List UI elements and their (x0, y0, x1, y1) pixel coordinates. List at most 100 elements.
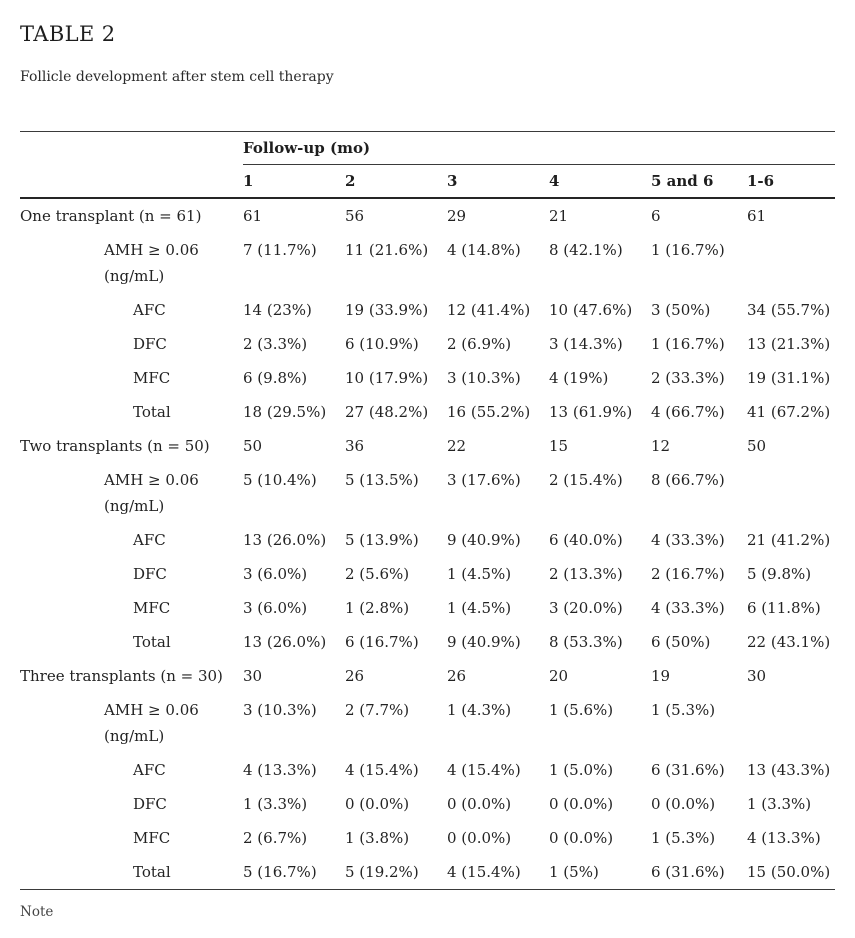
cell: 13 (43.3%) (747, 761, 831, 779)
cell: 4 (66.7%) (651, 403, 725, 421)
column-header-row: 1 2 3 4 5 and 6 1-6 (20, 164, 836, 199)
cell: 3 (10.3%) (447, 369, 521, 387)
cell: 4 (13.3%) (747, 829, 821, 847)
cell: 34 (55.7%) (747, 301, 831, 319)
cell: 8 (66.7%) (651, 471, 725, 489)
table-title: TABLE 2 (20, 22, 116, 46)
table-row: AFC 13 (26.0%) 5 (13.9%) 9 (40.9%) 6 (40… (20, 523, 835, 557)
cell: 20 (549, 667, 569, 685)
group-header-row: Follow-up (mo) (20, 131, 836, 165)
cell: 6 (40.0%) (549, 531, 623, 549)
cell: 13 (61.9%) (549, 403, 633, 421)
section-three-transplants: Three transplants (n = 30) 30 26 26 20 1… (20, 659, 836, 890)
table-row: MFC 2 (6.7%) 1 (3.8%) 0 (0.0%) 0 (0.0%) … (20, 821, 835, 855)
row-label: AMH ≥ 0.06 (ng/mL) (104, 701, 199, 745)
cell: 36 (345, 437, 365, 455)
table-row: Three transplants (n = 30) 30 26 26 20 1… (20, 659, 835, 693)
cell: 3 (14.3%) (549, 335, 623, 353)
row-label: AFC (133, 301, 166, 319)
cell: 1 (3.3%) (747, 795, 812, 813)
cell: 50 (747, 437, 767, 455)
table-header: Follow-up (mo) 1 2 3 4 5 and 6 1-6 (20, 131, 836, 199)
table-row: DFC 3 (6.0%) 2 (5.6%) 1 (4.5%) 2 (13.3%)… (20, 557, 835, 591)
cell: 2 (13.3%) (549, 565, 623, 583)
cell: 8 (53.3%) (549, 633, 623, 651)
cell: 0 (0.0%) (651, 795, 716, 813)
cell: 16 (55.2%) (447, 403, 531, 421)
cell: 1 (3.8%) (345, 829, 410, 847)
cell: 6 (50%) (651, 633, 711, 651)
cell: 0 (0.0%) (549, 829, 614, 847)
table-note: Note (20, 904, 54, 920)
cell: 1 (4.3%) (447, 701, 512, 719)
cell: 1 (5.3%) (651, 829, 716, 847)
cell: 1 (3.3%) (243, 795, 308, 813)
cell: 13 (26.0%) (243, 633, 327, 651)
cell: 7 (11.7%) (243, 241, 317, 259)
cell: 3 (17.6%) (447, 471, 521, 489)
cell: 10 (47.6%) (549, 301, 633, 319)
row-label: DFC (133, 795, 167, 813)
cell: 0 (0.0%) (345, 795, 410, 813)
cell: 3 (6.0%) (243, 565, 308, 583)
cell: 1 (5.3%) (651, 701, 716, 719)
cell: 5 (13.9%) (345, 531, 419, 549)
cell: 0 (0.0%) (447, 795, 512, 813)
cell (747, 463, 835, 523)
cell: 6 (31.6%) (651, 855, 747, 890)
row-label: Total (133, 403, 171, 421)
stub-cell (20, 131, 243, 165)
cell: 11 (21.6%) (345, 241, 429, 259)
cell: 3 (20.0%) (549, 599, 623, 617)
row-label: DFC (133, 565, 167, 583)
table-row: AFC 14 (23%) 19 (33.9%) 12 (41.4%) 10 (4… (20, 293, 835, 327)
cell: 56 (345, 207, 365, 225)
cell: 2 (16.7%) (651, 565, 725, 583)
cell: 5 (19.2%) (345, 855, 447, 890)
row-label: Total (133, 633, 171, 651)
row-label: MFC (133, 369, 171, 387)
cell: 2 (3.3%) (243, 335, 308, 353)
cell: 0 (0.0%) (447, 829, 512, 847)
cell: 2 (6.9%) (447, 335, 512, 353)
cell: 22 (447, 437, 467, 455)
row-label: Three transplants (n = 30) (20, 667, 223, 685)
cell: 6 (9.8%) (243, 369, 308, 387)
cell: 15 (549, 437, 569, 455)
cell: 4 (33.3%) (651, 531, 725, 549)
cell: 6 (651, 207, 661, 225)
cell: 10 (17.9%) (345, 369, 429, 387)
row-label: AFC (133, 761, 166, 779)
column-header-3: 3 (447, 164, 549, 199)
section-two-transplants: Two transplants (n = 50) 50 36 22 15 12 … (20, 429, 835, 659)
cell: 1 (5.0%) (549, 761, 614, 779)
cell: 12 (41.4%) (447, 301, 531, 319)
row-label: AMH ≥ 0.06 (ng/mL) (104, 241, 199, 285)
table-row: AFC 4 (13.3%) 4 (15.4%) 4 (15.4%) 1 (5.0… (20, 753, 835, 787)
cell: 2 (6.7%) (243, 829, 308, 847)
table-row: AMH ≥ 0.06 (ng/mL) 3 (10.3%) 2 (7.7%) 1 … (20, 693, 835, 753)
cell: 15 (50.0%) (747, 855, 836, 890)
cell: 5 (16.7%) (243, 855, 345, 890)
cell: 27 (48.2%) (345, 403, 429, 421)
cell: 19 (651, 667, 671, 685)
cell: 9 (40.9%) (447, 633, 521, 651)
follicle-development-table: Follow-up (mo) 1 2 3 4 5 and 6 1-6 One t… (20, 131, 836, 890)
cell: 2 (33.3%) (651, 369, 725, 387)
table-row: Two transplants (n = 50) 50 36 22 15 12 … (20, 429, 835, 463)
cell: 26 (345, 667, 365, 685)
cell: 4 (15.4%) (447, 855, 549, 890)
cell: 19 (31.1%) (747, 369, 831, 387)
cell: 19 (33.9%) (345, 301, 429, 319)
cell: 13 (26.0%) (243, 531, 327, 549)
section-one-transplant: One transplant (n = 61) 61 56 29 21 6 61… (20, 198, 835, 429)
cell: 6 (10.9%) (345, 335, 419, 353)
column-group-header: Follow-up (mo) (243, 131, 836, 165)
cell: 29 (447, 207, 467, 225)
cell: 3 (10.3%) (243, 701, 317, 719)
cell: 21 (549, 207, 569, 225)
cell (747, 693, 835, 753)
cell: 6 (31.6%) (651, 761, 725, 779)
cell: 1 (16.7%) (651, 335, 725, 353)
